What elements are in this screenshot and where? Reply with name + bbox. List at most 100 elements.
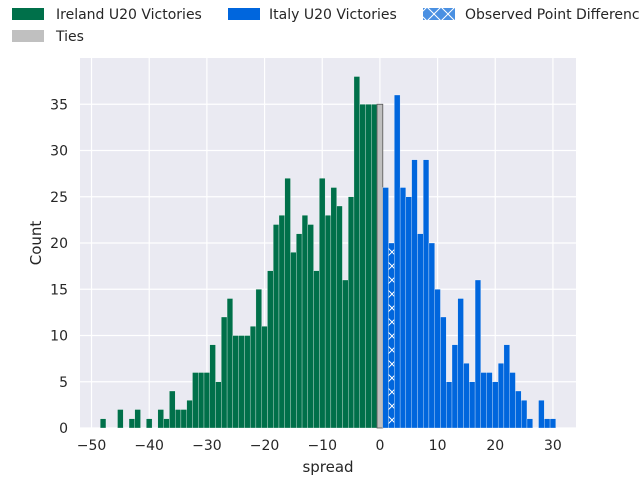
italy-bar bbox=[463, 363, 470, 429]
ireland-bar bbox=[359, 104, 366, 429]
ireland-bar bbox=[175, 409, 182, 429]
italy-bar bbox=[457, 298, 464, 429]
italy-bar bbox=[423, 159, 430, 429]
ireland-bar bbox=[128, 418, 135, 429]
ireland-bar bbox=[146, 418, 153, 429]
ireland-bar bbox=[232, 335, 239, 429]
ireland-bar bbox=[296, 233, 303, 429]
x-tick-label: −30 bbox=[192, 438, 222, 454]
ireland-bar bbox=[186, 400, 193, 429]
ireland-bar bbox=[221, 316, 228, 429]
y-tick-label: 15 bbox=[50, 282, 68, 298]
ireland-bar bbox=[215, 381, 222, 429]
ireland-bar bbox=[290, 252, 297, 429]
italy-bar bbox=[405, 196, 412, 429]
legend-swatch-ireland bbox=[12, 8, 44, 20]
ireland-bar bbox=[278, 215, 285, 429]
ireland-bar bbox=[365, 104, 372, 429]
ireland-bar bbox=[226, 298, 233, 429]
x-tick-label: −20 bbox=[250, 438, 280, 454]
x-tick-label: 0 bbox=[375, 438, 384, 454]
italy-bar bbox=[440, 316, 447, 429]
y-tick-label: 30 bbox=[50, 144, 68, 160]
italy-bar bbox=[509, 372, 516, 429]
x-axis-title: spread bbox=[302, 458, 353, 476]
ireland-bar bbox=[284, 178, 291, 429]
y-tick-label: 35 bbox=[50, 97, 68, 113]
ireland-bar bbox=[313, 270, 320, 429]
ireland-bar bbox=[348, 196, 355, 429]
legend-swatch-observed-hatch bbox=[423, 8, 455, 20]
y-axis-title: Count bbox=[27, 221, 45, 266]
italy-bar bbox=[538, 400, 545, 429]
ireland-bar bbox=[192, 372, 199, 429]
italy-bar bbox=[492, 381, 499, 429]
ireland-bar bbox=[244, 335, 251, 429]
italy-bar bbox=[428, 242, 435, 429]
ireland-bar bbox=[198, 372, 205, 429]
italy-bar bbox=[526, 418, 533, 429]
y-tick-labels: 0 5 10 15 20 25 30 35 bbox=[50, 97, 68, 437]
ireland-bar bbox=[255, 289, 262, 429]
ireland-bar bbox=[163, 418, 170, 429]
ireland-bar bbox=[273, 224, 280, 429]
ireland-bar bbox=[203, 372, 210, 429]
ireland-bar bbox=[301, 215, 308, 429]
italy-bar bbox=[521, 400, 528, 429]
ireland-bar bbox=[134, 409, 141, 429]
legend-label-italy: Italy U20 Victories bbox=[269, 7, 397, 23]
legend-label-observed: Observed Point Difference bbox=[465, 7, 640, 23]
legend-swatch-ties bbox=[12, 30, 44, 42]
x-tick-label: 10 bbox=[429, 438, 447, 454]
italy-bar bbox=[394, 94, 401, 429]
italy-bar bbox=[451, 344, 458, 429]
ireland-bar bbox=[157, 409, 164, 429]
ireland-bar bbox=[336, 205, 343, 429]
y-tick-label: 20 bbox=[50, 236, 68, 252]
ireland-bar bbox=[238, 335, 245, 429]
italy-bar bbox=[549, 418, 556, 429]
ireland-bar bbox=[319, 178, 326, 429]
x-tick-label: 20 bbox=[486, 438, 504, 454]
ireland-bar bbox=[371, 104, 378, 429]
x-tick-label: −40 bbox=[134, 438, 164, 454]
ireland-bar bbox=[180, 409, 187, 429]
italy-bar bbox=[417, 233, 424, 429]
y-tick-label: 0 bbox=[59, 421, 68, 437]
y-tick-label: 25 bbox=[50, 190, 68, 206]
italy-bar bbox=[474, 279, 481, 429]
x-tick-label: 30 bbox=[544, 438, 562, 454]
legend-swatch-italy bbox=[228, 8, 260, 20]
ireland-bar bbox=[324, 215, 332, 429]
x-tick-label: −10 bbox=[307, 438, 337, 454]
legend-label-ties: Ties bbox=[55, 29, 84, 45]
y-tick-label: 10 bbox=[50, 329, 68, 345]
ireland-bar bbox=[117, 409, 124, 429]
italy-bar bbox=[469, 381, 476, 429]
observed-point-difference-bar bbox=[388, 243, 395, 428]
italy-bar bbox=[503, 344, 510, 429]
y-tick-label: 5 bbox=[59, 375, 68, 391]
italy-bar bbox=[515, 390, 522, 429]
ireland-bar bbox=[267, 270, 274, 429]
ireland-bar bbox=[353, 76, 360, 429]
italy-bar bbox=[480, 372, 487, 429]
italy-bar bbox=[434, 289, 441, 429]
legend-label-ireland: Ireland U20 Victories bbox=[56, 7, 202, 23]
ireland-bar bbox=[169, 390, 176, 429]
ireland-bar bbox=[249, 326, 257, 429]
italy-bar bbox=[382, 187, 389, 429]
bars-group bbox=[100, 76, 556, 429]
ties-bar bbox=[376, 103, 384, 429]
ireland-bar bbox=[342, 279, 349, 429]
italy-bar bbox=[486, 372, 493, 429]
italy-bar bbox=[446, 381, 453, 429]
ireland-bar bbox=[330, 187, 337, 429]
ireland-bar bbox=[261, 326, 268, 429]
italy-bar bbox=[399, 187, 407, 429]
italy-bar bbox=[497, 363, 505, 429]
legend: Ireland U20 Victories Italy U20 Victorie… bbox=[12, 7, 640, 45]
ireland-bar bbox=[209, 344, 216, 429]
italy-bar bbox=[544, 418, 551, 429]
